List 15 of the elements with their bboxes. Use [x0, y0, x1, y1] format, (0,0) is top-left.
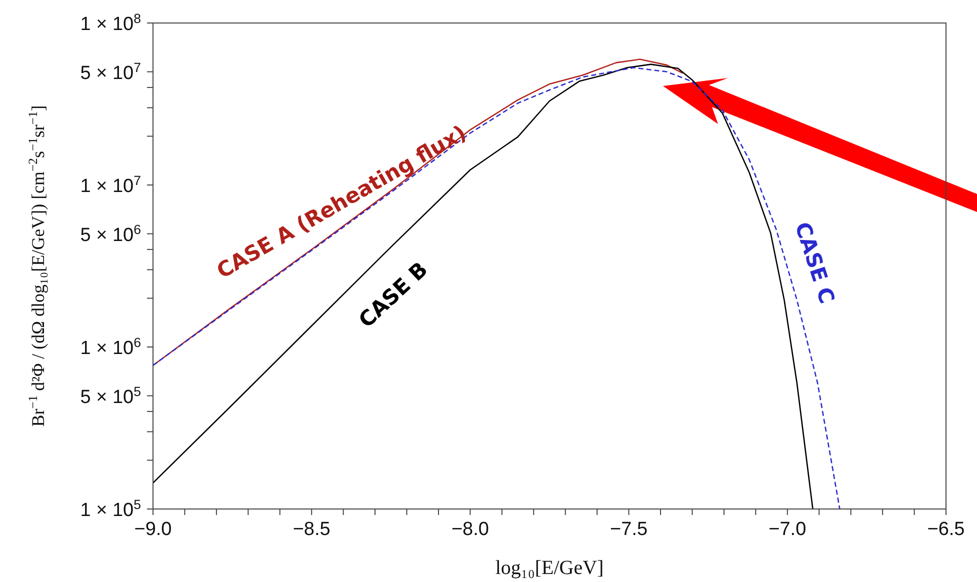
y-tick-label: 5 × 10$^{6}$: [80, 221, 141, 246]
y-tick-label: 1 × 10$^{7}$: [80, 172, 141, 197]
x-tick-label: −7.5: [610, 519, 648, 540]
y-tick-label: 1 × 10$^{5}$: [80, 496, 141, 521]
x-tick-label: −8.5: [292, 519, 330, 540]
y-tick-label: 5 × 10$^{7}$: [80, 59, 141, 84]
x-axis-title: log₁₀[E/GeV]: [495, 557, 604, 579]
x-tick-label: −7.0: [768, 519, 806, 540]
text: CASE C: [790, 219, 840, 306]
x-tick-label: −6.5: [927, 519, 965, 540]
y-tick-label: 5 × 10$^{5}$: [80, 383, 141, 408]
y-tick-label: 1 × 10$^{8}$: [80, 10, 141, 35]
x-tick-label: −8.0: [451, 519, 489, 540]
x-tick-label: −9.0: [134, 519, 172, 540]
y-tick-label: 1 × 10$^{6}$: [80, 334, 141, 359]
